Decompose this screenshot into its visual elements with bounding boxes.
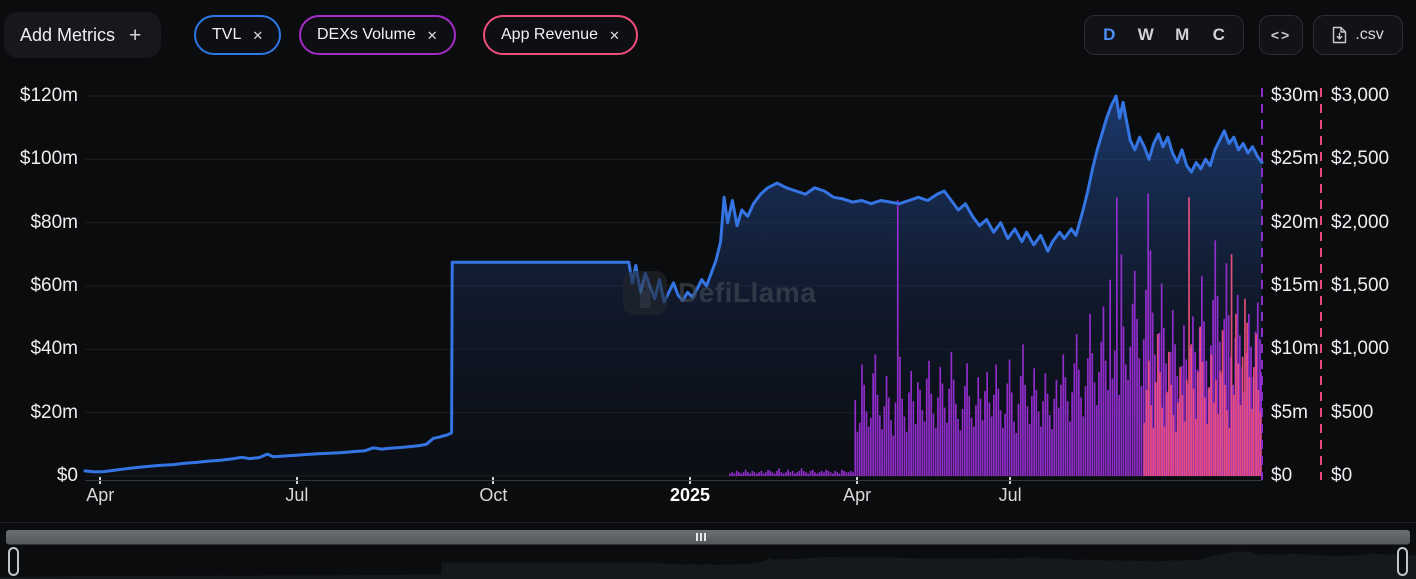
brush-grip-icon[interactable] xyxy=(696,533,706,541)
interval-daily[interactable]: D xyxy=(1094,25,1124,45)
download-csv-button[interactable]: .csv xyxy=(1313,15,1403,55)
minimap-chart xyxy=(0,545,1416,579)
y-axis-label: $3,000 xyxy=(1331,85,1401,107)
code-brackets-icon: <> xyxy=(1271,27,1291,43)
y-axis-label: $80m xyxy=(0,212,78,234)
x-axis-label: 2025 xyxy=(645,485,735,506)
plus-icon: + xyxy=(129,25,141,46)
defillama-chart-app: Add Metrics + TVL ✕ DEXs Volume ✕ App Re… xyxy=(0,0,1416,579)
metric-pill-app-revenue[interactable]: App Revenue ✕ xyxy=(483,15,638,55)
csv-label: .csv xyxy=(1355,26,1383,44)
y-axis-label: $60m xyxy=(0,275,78,297)
y-axis-label: $2,500 xyxy=(1331,148,1401,170)
close-icon[interactable]: ✕ xyxy=(427,29,438,42)
y-axis-label: $15m xyxy=(1271,275,1325,297)
y-axis-label: $25m xyxy=(1271,148,1325,170)
y-axis-label: $1,500 xyxy=(1331,275,1401,297)
add-metrics-label: Add Metrics xyxy=(20,25,115,46)
metric-pill-dexs-volume[interactable]: DEXs Volume ✕ xyxy=(299,15,456,55)
brush-scrollbar[interactable] xyxy=(6,530,1410,545)
y-axis-label: $0 xyxy=(1271,465,1325,487)
revenue-axis-dashed-line xyxy=(1320,88,1322,480)
y-axis-label: $1,000 xyxy=(1331,338,1401,360)
metric-pill-label: DEXs Volume xyxy=(317,26,416,44)
y-axis-label: $20m xyxy=(1271,212,1325,234)
file-download-icon xyxy=(1332,26,1347,44)
y-axis-label: $500 xyxy=(1331,402,1401,424)
y-axis-label: $2,000 xyxy=(1331,212,1401,234)
dexs-axis-dashed-line xyxy=(1261,88,1263,480)
y-axis-label: $40m xyxy=(0,338,78,360)
interval-cumulative[interactable]: C xyxy=(1204,25,1234,45)
y-axis-label: $5m xyxy=(1271,402,1325,424)
y-axis-label: $20m xyxy=(0,402,78,424)
footer-divider xyxy=(0,522,1416,523)
x-axis-label: Jul xyxy=(252,485,342,506)
y-axis-label: $0 xyxy=(1331,465,1401,487)
y-axis-label: $120m xyxy=(0,85,78,107)
close-icon[interactable]: ✕ xyxy=(252,29,263,42)
embed-button[interactable]: <> xyxy=(1259,15,1303,55)
y-axis-label: $100m xyxy=(0,148,78,170)
metric-pill-label: TVL xyxy=(212,26,241,44)
x-axis-label: Apr xyxy=(55,485,145,506)
brush-handle-right[interactable] xyxy=(1397,547,1408,576)
x-axis-line xyxy=(85,480,1262,481)
x-axis-label: Oct xyxy=(448,485,538,506)
interval-weekly[interactable]: W xyxy=(1131,25,1161,45)
y-axis-label: $0 xyxy=(0,465,78,487)
interval-monthly[interactable]: M xyxy=(1167,25,1197,45)
metric-pill-tvl[interactable]: TVL ✕ xyxy=(194,15,281,55)
interval-selector: D W M C xyxy=(1084,15,1244,55)
add-metrics-button[interactable]: Add Metrics + xyxy=(4,12,161,58)
y-axis-label: $10m xyxy=(1271,338,1325,360)
metric-pill-label: App Revenue xyxy=(501,26,598,44)
main-chart[interactable] xyxy=(85,96,1262,476)
close-icon[interactable]: ✕ xyxy=(609,29,620,42)
toolbar: Add Metrics + TVL ✕ DEXs Volume ✕ App Re… xyxy=(0,0,1416,70)
brush-handle-left[interactable] xyxy=(8,547,19,576)
y-axis-label: $30m xyxy=(1271,85,1325,107)
x-axis-label: Apr xyxy=(812,485,902,506)
x-axis-label: Jul xyxy=(965,485,1055,506)
